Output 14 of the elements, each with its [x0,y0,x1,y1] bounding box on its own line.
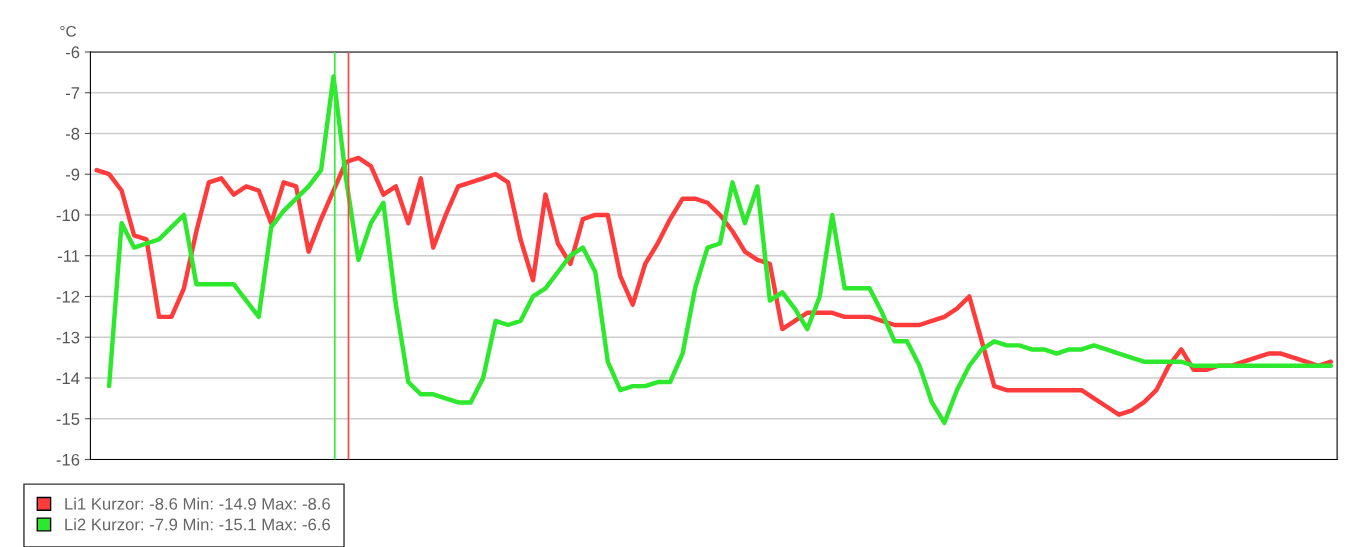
legend-label: Li2 Kurzor: -7.9 Min: -15.1 Max: -6.6 [65,518,330,531]
y-tick-label: -6 [65,46,80,59]
y-tick-label: -8 [65,127,80,140]
y-tick-label: -12 [56,290,80,303]
y-axis-title: °C [60,25,76,37]
y-tick-label: -10 [56,209,80,222]
y-tick-label: -16 [56,453,80,466]
y-tick-label: -15 [56,413,80,425]
y-tick-label: -14 [56,372,80,385]
legend-label: Li1 Kurzor: -8.6 Min: -14.9 Max: -8.6 [65,497,330,510]
y-tick-label: -11 [57,250,80,262]
y-tick-label: -7 [65,87,80,99]
y-tick-label: -9 [65,168,80,181]
y-tick-label: -13 [56,331,80,344]
